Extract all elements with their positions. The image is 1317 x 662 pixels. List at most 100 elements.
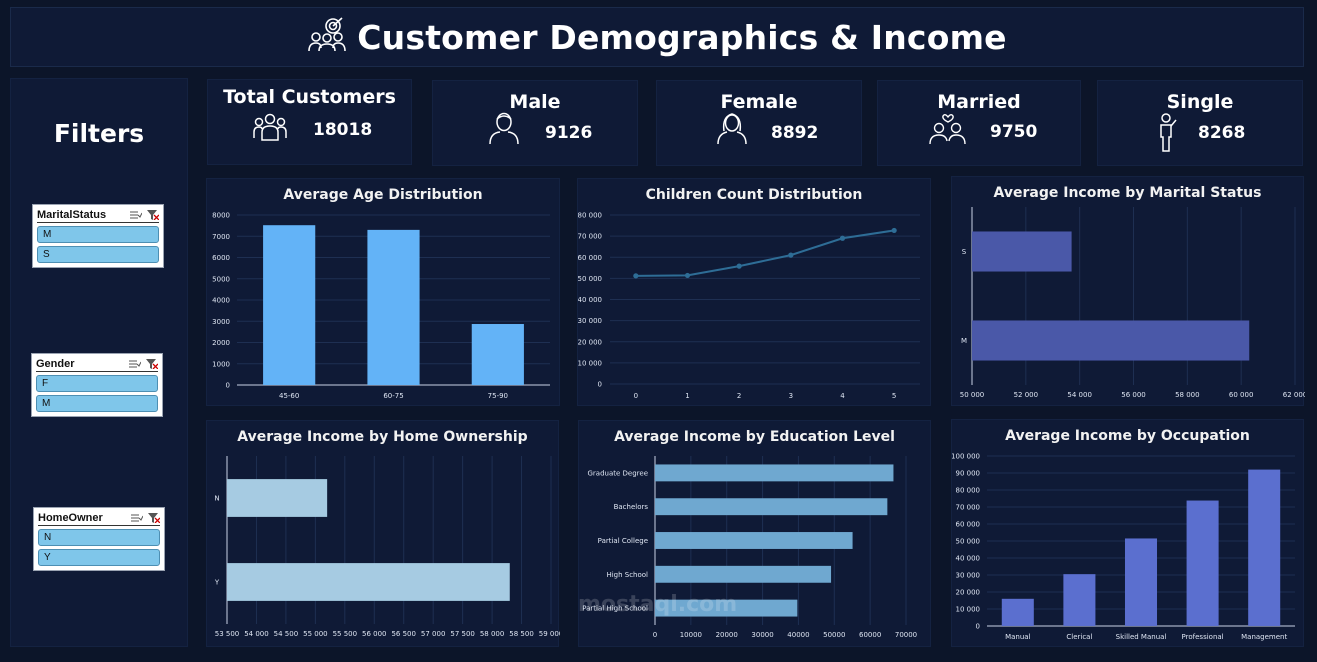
x-tick-label: Manual [1005, 633, 1030, 641]
multi-select-icon[interactable] [129, 354, 142, 373]
slicer-item[interactable]: N [38, 529, 160, 546]
kpi-label: Single [1166, 91, 1234, 113]
marital-chart-canvas: 50 000 52 000 54 000 56 000 58 000 60 000 62 0… [960, 207, 1305, 399]
clear-filter-icon[interactable] [146, 354, 159, 373]
clear-filter-icon[interactable] [148, 508, 161, 527]
x-tick-label: 53 500 [215, 630, 240, 638]
bar [1186, 500, 1219, 626]
x-tick-label: 58 000 [1175, 391, 1200, 399]
slicer-item[interactable]: F [36, 375, 158, 392]
slicer-homeowner: HomeOwner N Y [33, 507, 165, 571]
y-tick-label: Partial High School [582, 605, 648, 613]
x-tick-label: 60000 [859, 631, 881, 639]
y-tick-label: 80 000 [956, 487, 981, 495]
y-tick-label: 60 000 [578, 254, 602, 262]
y-tick-label: 1000 [212, 360, 230, 368]
y-tick-label: 60 000 [956, 521, 981, 529]
kpi-value: 8268 [1198, 123, 1246, 143]
x-tick-label: 40000 [787, 631, 809, 639]
y-tick-label: 5000 [212, 275, 230, 283]
y-tick-label: High School [606, 571, 648, 579]
y-tick-label: 70 000 [956, 504, 981, 512]
y-tick-label: 70 000 [578, 233, 602, 241]
x-tick-label: Management [1241, 633, 1287, 641]
kpi-label: Female [720, 91, 798, 113]
x-tick-label: 54 000 [244, 630, 268, 638]
x-tick-label: 57 500 [450, 630, 475, 638]
bar [655, 599, 798, 617]
series-line [635, 229, 895, 277]
bar [972, 320, 1250, 361]
clear-filter-icon[interactable] [147, 205, 160, 224]
data-point [788, 252, 794, 258]
slicer-item[interactable]: S [37, 246, 159, 263]
slicer-item[interactable]: M [37, 226, 159, 243]
bar [972, 231, 1072, 272]
x-tick-label: 54 000 [1067, 391, 1092, 399]
children-chart-canvas: 0 10 000 20 000 30 000 40 000 50 000 60 000 70 … [578, 212, 920, 400]
slicer-gender: Gender F M [31, 353, 163, 417]
y-tick-label: 20 000 [956, 589, 981, 597]
y-tick-label: 3000 [212, 318, 230, 326]
y-tick-label: 40 000 [956, 555, 981, 563]
slicer-maritalstatus: MaritalStatus M S [32, 204, 164, 268]
x-tick-label: 50 000 [960, 391, 985, 399]
dashboard-header: Customer Demographics & Income [10, 7, 1304, 67]
kpi-single: Single 8268 [1097, 80, 1303, 166]
single-person-icon [1154, 113, 1178, 157]
chart-income-home: Average Income by Home Ownership 53 500 5… [206, 420, 560, 647]
chart-income-education: Average Income by Education Level 0 10000… [578, 420, 931, 647]
data-point [633, 273, 639, 279]
chart-title: Children Count Distribution [645, 187, 863, 203]
kpi-male: Male 9126 [432, 80, 638, 166]
y-tick-label: Bachelors [614, 503, 649, 511]
education-chart-canvas: 0 10000 20000 30000 40000 50000 60000 70000 Grad… [582, 456, 917, 639]
y-tick-label: 100 000 [952, 453, 980, 461]
data-point [839, 235, 846, 241]
kpi-label: Male [509, 91, 561, 113]
x-tick-label: 60 000 [1229, 391, 1254, 399]
y-tick-label: Partial College [598, 537, 648, 545]
kpi-value: 9750 [990, 122, 1038, 142]
slicer-item[interactable]: M [36, 395, 158, 412]
slicer-title: Gender [36, 357, 75, 370]
slicer-item[interactable]: Y [38, 549, 160, 566]
kpi-married: Married 9750 [877, 80, 1081, 166]
kpi-value: 18018 [313, 120, 373, 140]
chart-age-distribution: Average Age Distribution 0 1000 2000 3000 40… [206, 178, 560, 406]
x-tick-label: 75-90 [488, 392, 508, 400]
x-tick-label: 20000 [716, 631, 738, 639]
y-tick-label: 2000 [212, 339, 230, 347]
female-user-icon [715, 111, 749, 149]
x-tick-label: 2 [737, 392, 741, 400]
bar [655, 464, 894, 482]
data-point [891, 227, 897, 234]
y-tick-label: Y [214, 579, 220, 587]
x-tick-label: 52 000 [1014, 391, 1039, 399]
x-tick-label: 70000 [895, 631, 917, 639]
target-audience-icon [307, 17, 347, 57]
y-tick-label: 40 000 [578, 296, 602, 304]
chart-income-marital: Average Income by Marital Status 50 000 5… [951, 176, 1305, 406]
multi-select-icon[interactable] [130, 205, 143, 224]
y-tick-label: Graduate Degree [587, 469, 648, 477]
x-tick-label: 54 500 [274, 630, 299, 638]
x-tick-label: Professional [1182, 633, 1224, 641]
age-chart-canvas: 0 1000 2000 3000 4000 5000 6000 7000 8000 45-60 60… [212, 212, 550, 400]
y-tick-label: 50 000 [956, 538, 981, 546]
x-tick-label: 0 [634, 392, 638, 400]
chart-income-occupation: Average Income by Occupation 0 10 000 20 0… [951, 419, 1304, 647]
x-tick-label: 45-60 [279, 392, 299, 400]
bar [367, 229, 420, 385]
chart-title: Average Age Distribution [283, 187, 483, 203]
multi-select-icon[interactable] [131, 508, 144, 527]
data-point [684, 272, 691, 279]
watermark: mostaql.com [578, 592, 738, 617]
bar [1124, 538, 1158, 626]
x-tick-label: 58 000 [480, 630, 505, 638]
x-tick-label: 50000 [823, 631, 845, 639]
x-tick-label: 62 000 [1283, 391, 1305, 399]
y-tick-label: 4000 [212, 297, 230, 305]
y-tick-label: 30 000 [578, 317, 602, 325]
y-tick-label: 20 000 [578, 338, 602, 346]
